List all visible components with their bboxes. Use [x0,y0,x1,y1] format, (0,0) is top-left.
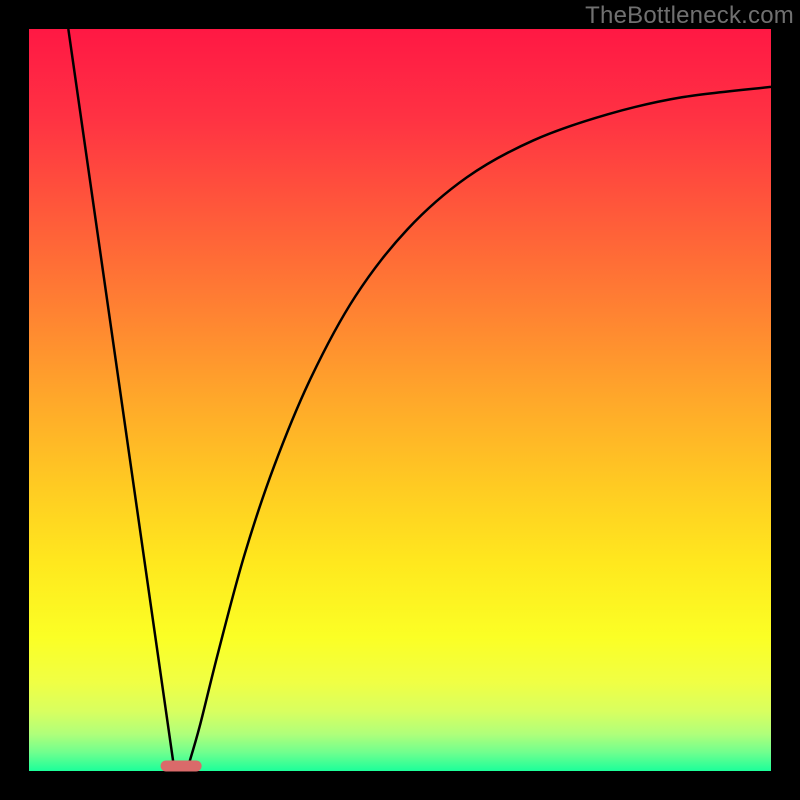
watermark-text: TheBottleneck.com [585,2,794,30]
curve-layer [29,29,771,771]
curve-right-branch [189,87,771,765]
chart-container: TheBottleneck.com [0,0,800,800]
dip-marker [161,761,202,772]
plot-area [29,29,771,771]
curve-left-branch [68,29,173,765]
